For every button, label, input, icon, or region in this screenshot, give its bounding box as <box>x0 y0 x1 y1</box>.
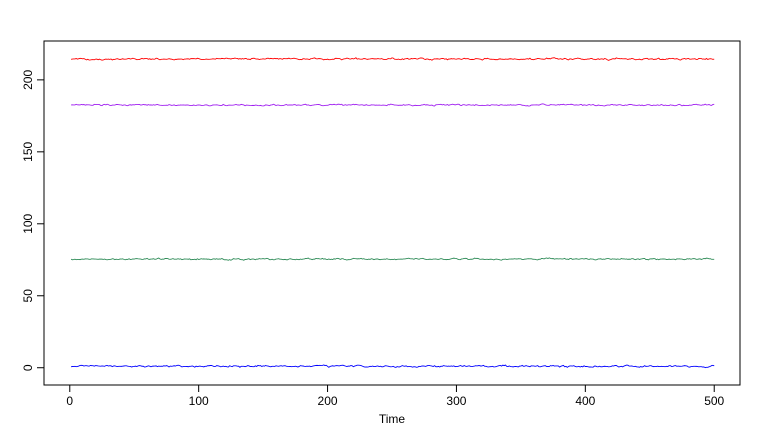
series-line-1 <box>70 57 715 61</box>
y-axis: 0 50 100 150 200 <box>21 70 45 371</box>
plot-frame <box>43 40 741 386</box>
x-tick-label-100: 100 <box>189 394 209 408</box>
series-layer <box>70 57 715 369</box>
series-line-3 <box>70 257 715 261</box>
x-tick-label-200: 200 <box>318 394 338 408</box>
x-tick-label-500: 500 <box>704 394 724 408</box>
x-axis-label: Time <box>379 412 406 426</box>
y-tick-label-50: 50 <box>21 289 35 303</box>
y-tick-label-100: 100 <box>21 213 35 233</box>
x-tick-label-300: 300 <box>446 394 466 408</box>
y-tick-label-200: 200 <box>21 70 35 90</box>
y-tick-label-0: 0 <box>21 364 35 371</box>
x-tick-label-0: 0 <box>66 394 73 408</box>
x-axis: 0 100 200 300 400 500 <box>66 384 725 408</box>
series-line-4 <box>70 364 715 369</box>
series-line-2 <box>71 103 715 107</box>
y-tick-label-150: 150 <box>21 141 35 161</box>
x-tick-label-400: 400 <box>575 394 595 408</box>
